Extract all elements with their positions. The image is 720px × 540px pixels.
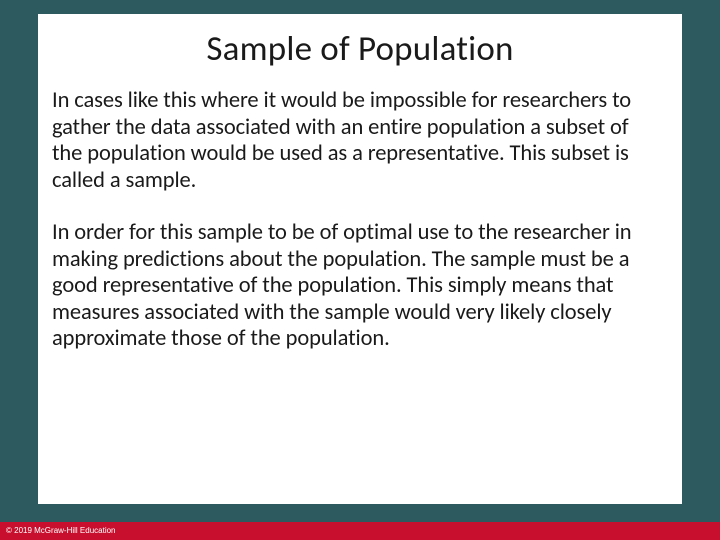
slide: Sample of Population In cases like this … [0, 0, 720, 540]
slide-title: Sample of Population [38, 14, 682, 88]
paragraph-1: In cases like this where it would be imp… [52, 88, 654, 194]
footer-bar: © 2019 McGraw-Hill Education [0, 522, 720, 540]
copyright-text: © 2019 McGraw-Hill Education [6, 526, 116, 535]
paragraph-2: In order for this sample to be of optima… [52, 220, 654, 353]
content-box: Sample of Population In cases like this … [38, 14, 682, 504]
body-text: In cases like this where it would be imp… [38, 88, 682, 353]
